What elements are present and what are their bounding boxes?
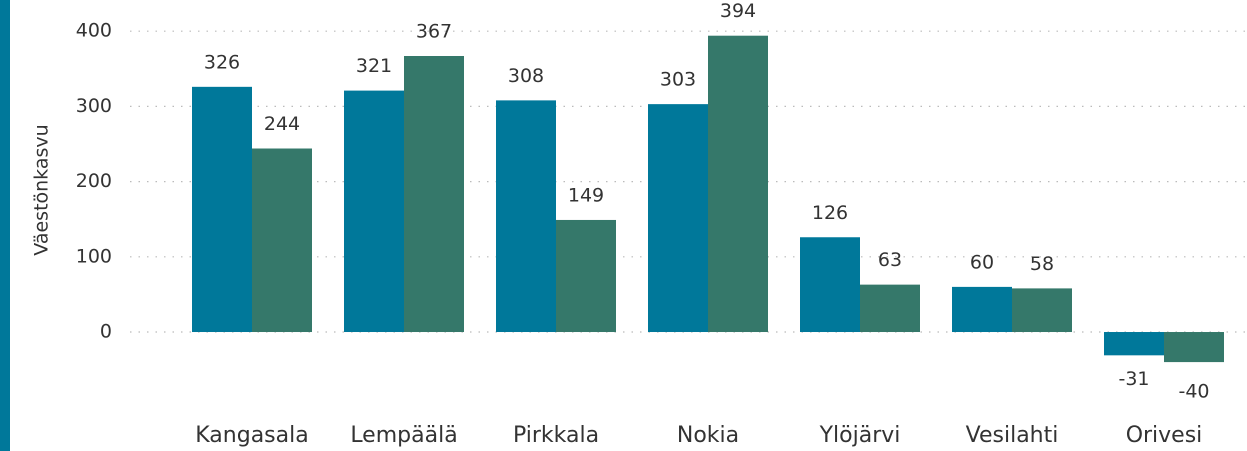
bar [1012,288,1072,333]
y-tick-label: 300 [76,95,112,117]
bar [860,284,920,333]
y-axis-label: Väestönkasvu [31,124,53,255]
bar [556,219,616,333]
y-tick-label: 100 [76,245,112,267]
y-tick-label: 400 [76,20,112,42]
data-label: 394 [720,0,756,22]
data-label: 126 [812,202,848,224]
y-tick-label: 0 [100,321,112,343]
bar [708,35,768,333]
data-label: 149 [568,184,604,206]
bar [1164,332,1224,363]
x-tick-label: Orivesi [1126,423,1203,448]
data-label: 321 [356,55,392,77]
data-label: 58 [1030,253,1054,275]
data-label: 308 [508,65,544,87]
x-tick-label: Lempäälä [350,423,457,448]
bar [404,56,464,333]
bar [252,148,312,333]
bar [1104,332,1164,356]
side-strip [0,0,10,451]
x-tick-label: Pirkkala [513,423,599,448]
data-label: 244 [264,113,300,135]
bar [496,100,556,333]
x-tick-label: Nokia [677,423,739,448]
data-label: 303 [660,69,696,91]
bar [952,286,1012,333]
bar [344,90,404,333]
data-label: -40 [1178,381,1209,403]
data-label: 326 [204,51,240,73]
x-tick-label: Kangasala [195,423,308,448]
data-label: 63 [878,249,902,271]
data-label: 367 [416,21,452,43]
data-label: 60 [970,251,994,273]
bar [800,237,860,333]
data-label: -31 [1118,368,1149,390]
x-tick-label: Ylöjärvi [819,423,901,448]
bar [648,104,708,333]
y-tick-label: 200 [76,170,112,192]
bar [192,86,252,333]
x-tick-label: Vesilahti [966,423,1059,448]
